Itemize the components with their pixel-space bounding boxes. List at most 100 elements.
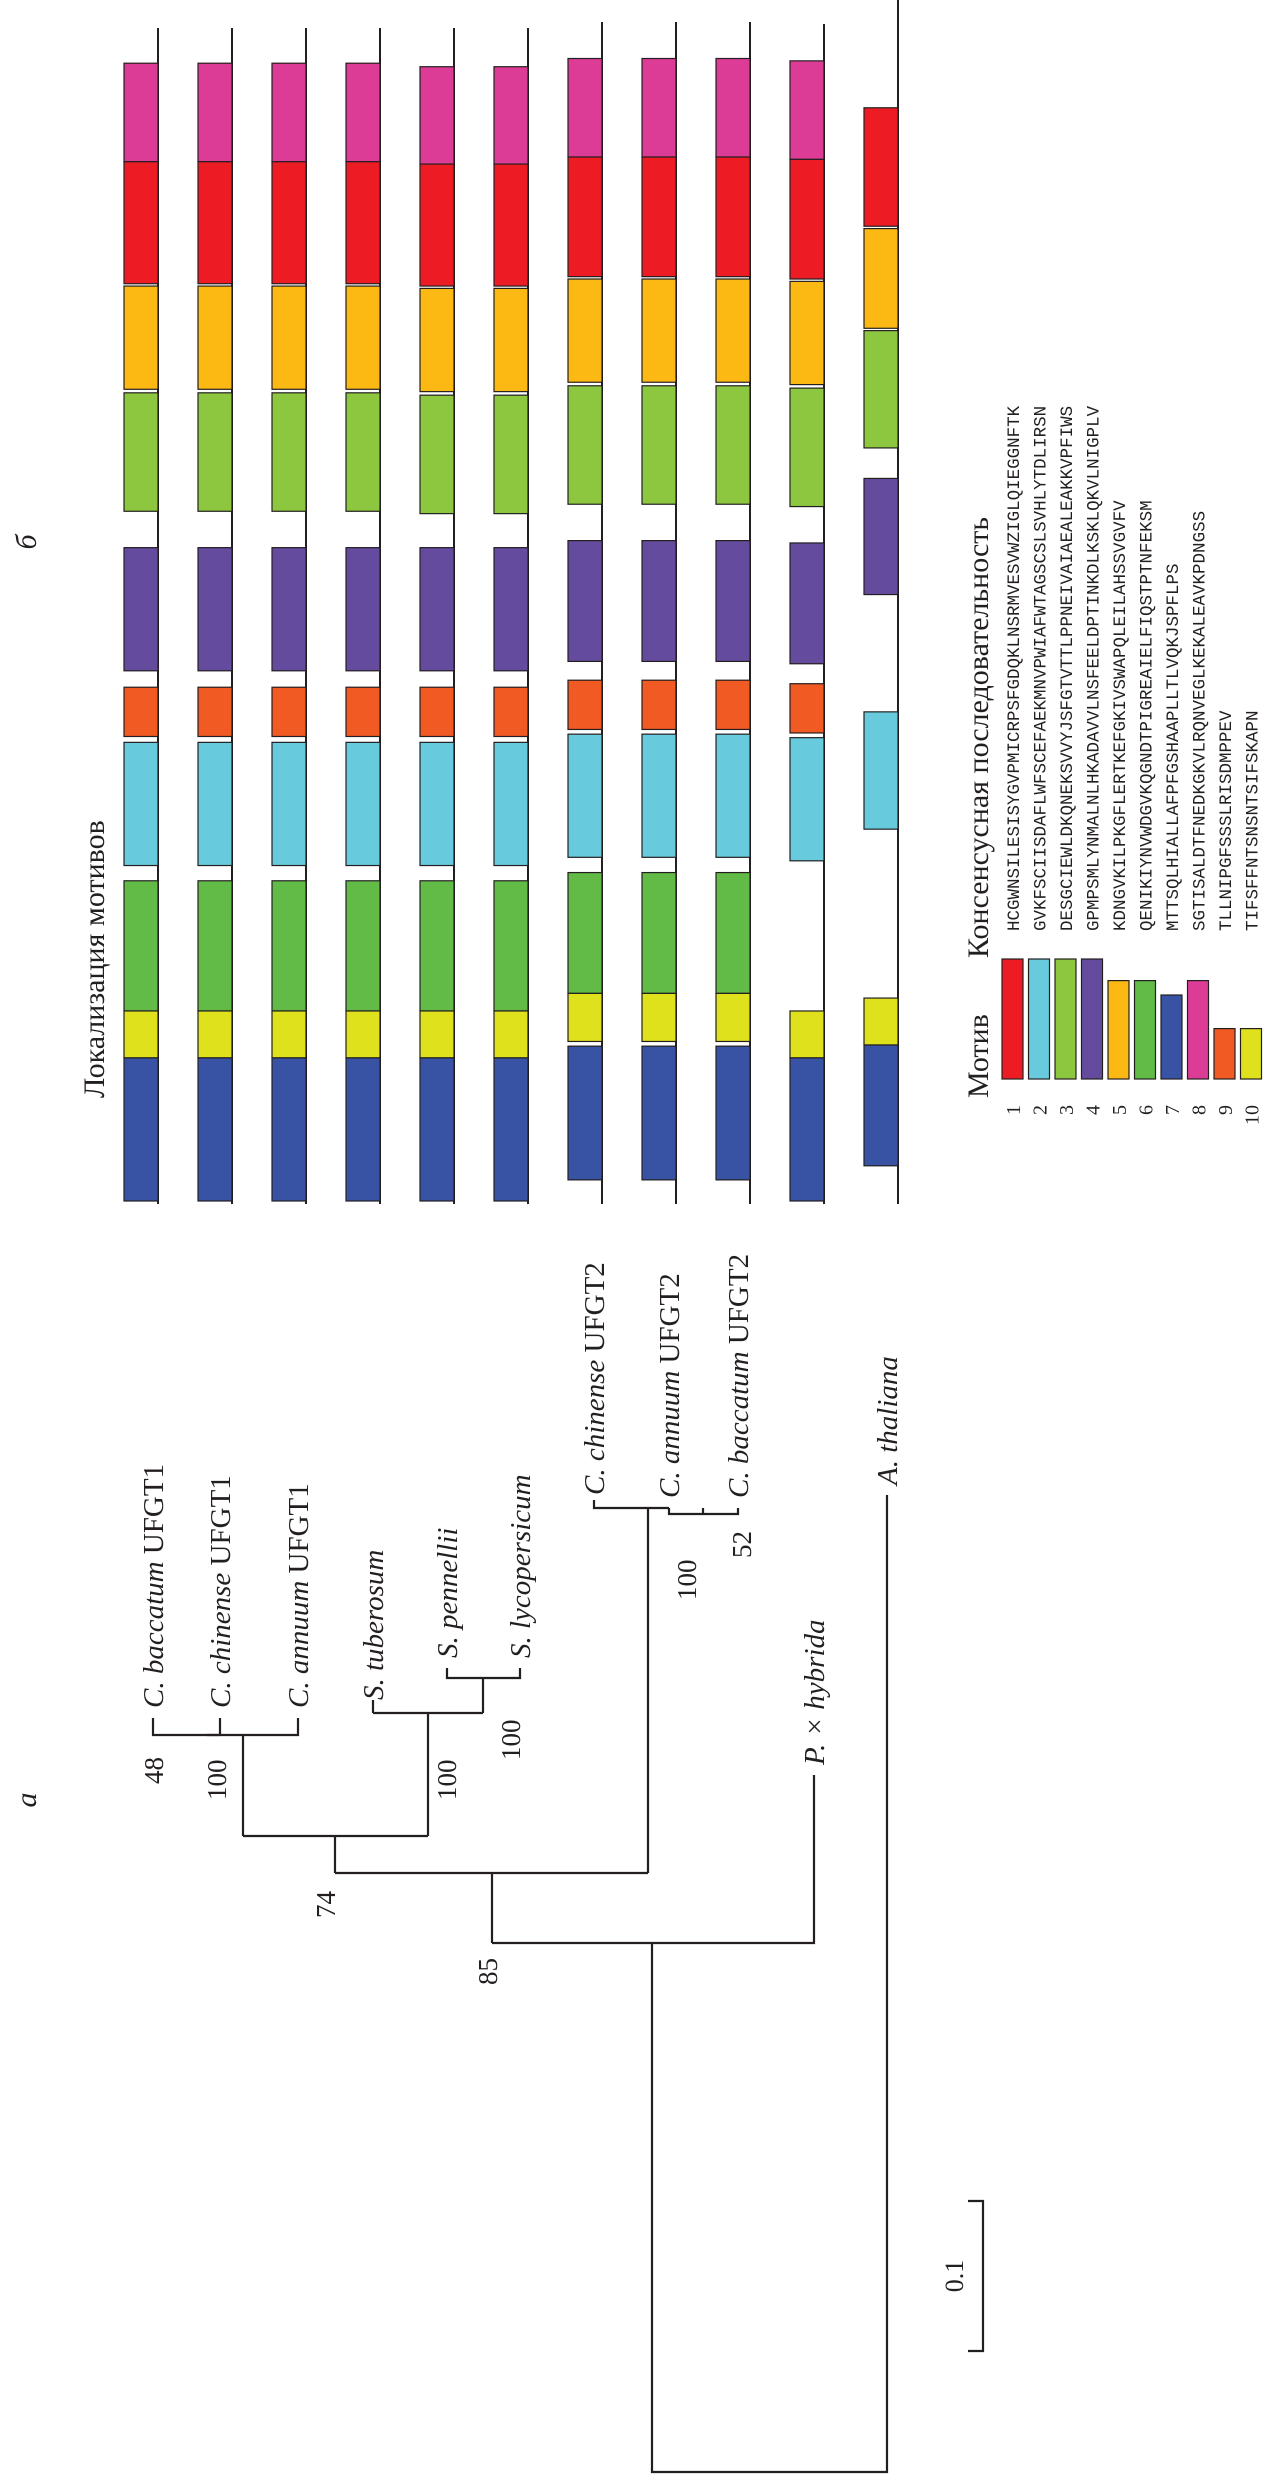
motif-block-5: [493, 287, 529, 393]
motif-block-2: [123, 741, 159, 867]
motif-block-10: [715, 992, 751, 1043]
motif-track: [345, 28, 381, 1204]
taxon-label: C. annuum UFGT1: [283, 1483, 315, 1708]
motif-block-9: [419, 686, 455, 738]
phylogenetic-tree: [151, 1495, 889, 2474]
motif-block-2: [567, 733, 603, 858]
motif-block-10: [197, 1010, 233, 1059]
motif-block-3: [863, 330, 899, 449]
legend-motif-sequence: KDNGVKILPKGFLERTKEFGKIVSWAPQLEILAHSSVGVF…: [1111, 500, 1131, 931]
motif-block-9: [715, 679, 751, 731]
motif-block-1: [197, 161, 233, 285]
motif-block-7: [345, 1057, 381, 1202]
motif-block-3: [123, 392, 159, 512]
motif-block-5: [345, 285, 381, 390]
legend-col-sequence: Консенсусная последовательность: [962, 517, 995, 958]
motif-block-10: [345, 1010, 381, 1059]
motif-block-1: [271, 161, 307, 285]
motif-block-9: [123, 686, 159, 738]
motif-block-10: [419, 1010, 455, 1059]
motif-block-8: [271, 62, 307, 163]
legend-motif-number: 7: [1162, 1105, 1184, 1115]
motif-block-9: [641, 679, 677, 731]
motif-block-9: [271, 686, 307, 738]
panel-label-b: б: [10, 534, 43, 550]
motif-block-2: [197, 741, 233, 867]
motif-block-1: [641, 156, 677, 278]
motif-block-8: [345, 62, 381, 163]
motif-block-7: [567, 1045, 603, 1181]
taxon-label: S. lycopersicum: [505, 1474, 537, 1658]
motif-track: [863, 0, 899, 1204]
motif-block-10: [863, 997, 899, 1046]
legend-motif-sequence: HCGWNSILESISYGVPMICRPSFGDQKLNSRMVESVWZIG…: [1005, 405, 1025, 931]
legend-motif-number: 9: [1215, 1105, 1237, 1115]
legend-motif-sequence: SGTISALDTFNEDKGKVLRQNVEGLKEKALEAVKPDNGSS: [1191, 511, 1211, 931]
bootstrap-value: 85: [473, 1958, 503, 1985]
motif-track: [493, 28, 529, 1204]
motif-block-1: [567, 156, 603, 278]
motif-block-8: [715, 57, 751, 158]
bootstrap-value: 48: [139, 1757, 169, 1784]
motif-block-6: [197, 880, 233, 1012]
motif-block-2: [863, 711, 899, 830]
motif-track: [197, 28, 233, 1204]
legend-swatch-8: [1186, 979, 1210, 1080]
motif-track: [641, 22, 677, 1204]
taxon-label: S. tuberosum: [358, 1550, 390, 1700]
motif-block-5: [197, 285, 233, 390]
legend-swatch-1: [1001, 958, 1024, 1080]
legend-motif-number: 1: [1003, 1105, 1025, 1115]
motif-block-3: [715, 385, 751, 505]
bootstrap-value: 100: [672, 1560, 702, 1601]
legend-motif-number: 8: [1189, 1105, 1211, 1115]
legend-swatch-2: [1027, 958, 1051, 1080]
motif-track: [271, 28, 307, 1204]
bootstrap-value: 100: [202, 1760, 232, 1801]
motif-block-2: [641, 733, 677, 858]
motif-block-5: [715, 278, 751, 383]
tree-branch: [151, 1718, 220, 1737]
tree-branch: [492, 1775, 816, 1945]
motif-block-7: [197, 1057, 233, 1202]
motif-track: [419, 28, 455, 1204]
motif-block-6: [419, 880, 455, 1012]
motif-block-6: [493, 880, 529, 1012]
legend-swatch-7: [1160, 994, 1183, 1080]
tree-branch: [207, 1718, 300, 1737]
legend-swatch-9: [1213, 1027, 1236, 1080]
motif-block-8: [789, 60, 825, 160]
legend-motif-sequence: GPMPSMLYNMALNLHKADAVVLNSFEELDPTINKDLKSKL…: [1085, 405, 1105, 931]
motif-block-7: [493, 1057, 529, 1202]
motif-block-8: [197, 62, 233, 163]
motif-block-5: [123, 285, 159, 390]
panel-label-a: а: [10, 1793, 43, 1808]
motif-block-8: [567, 57, 603, 158]
motif-block-10: [567, 992, 603, 1043]
motif-block-1: [123, 161, 159, 285]
motif-block-1: [715, 156, 751, 278]
motif-block-1: [863, 107, 899, 227]
motif-block-3: [419, 394, 455, 515]
motif-block-9: [567, 679, 603, 731]
motif-block-5: [789, 280, 825, 386]
motif-block-4: [715, 540, 751, 663]
motif-block-6: [345, 880, 381, 1012]
motif-block-3: [567, 385, 603, 505]
motif-block-6: [715, 871, 751, 994]
motif-block-2: [789, 737, 825, 862]
motif-block-6: [123, 880, 159, 1012]
legend-motif-number: 5: [1109, 1105, 1131, 1115]
taxon-label: S. pennellii: [432, 1528, 464, 1658]
motif-block-6: [271, 880, 307, 1012]
bootstrap-value: 100: [496, 1720, 526, 1761]
motif-block-5: [271, 285, 307, 390]
scale-bar: 0.1: [940, 2199, 985, 2353]
motif-block-7: [123, 1057, 159, 1202]
motif-block-9: [493, 686, 529, 738]
motif-block-3: [197, 392, 233, 512]
taxon-label: P. × hybrida: [799, 1619, 831, 1766]
motif-block-4: [123, 547, 159, 672]
legend-swatch-6: [1133, 979, 1157, 1080]
